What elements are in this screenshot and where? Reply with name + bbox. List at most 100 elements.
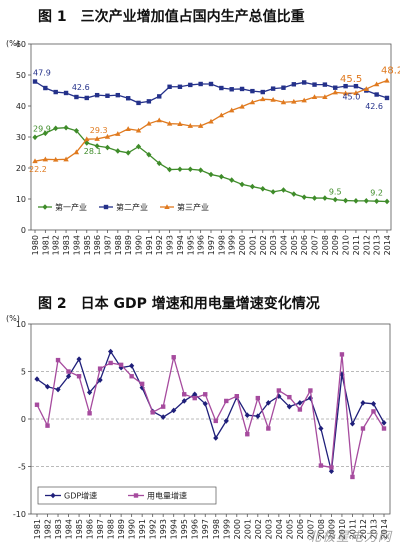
chart1-data-label: 9.5 [329, 188, 342, 197]
chart2-ytick-label: 5 [21, 368, 26, 377]
chart2-point-s1-16 [203, 392, 208, 397]
chart2-point-s1-18 [224, 398, 229, 404]
chart2-ytick-label: -5 [18, 463, 26, 472]
chart2-xtick-label: 1987 [96, 519, 105, 539]
chart1-point-s2-20 [239, 103, 245, 109]
chart2-point-s1-8 [118, 362, 124, 368]
chart1-point-s0-7 [104, 144, 111, 151]
chart2-point-s0-3 [65, 373, 72, 380]
chart2-point-s1-23 [276, 388, 282, 393]
chart1-point-s1-19 [229, 87, 234, 92]
chart1-point-s2-10 [135, 127, 142, 133]
chart2-point-s0-15 [192, 391, 198, 398]
chart1-xtick-label: 1987 [103, 235, 112, 255]
chart1-point-s1-0 [32, 79, 38, 84]
chart2-point-s1-26 [308, 388, 313, 393]
chart1-ylabel: (%) [6, 39, 20, 48]
chart2-xtick-label: 2010 [338, 519, 347, 539]
chart1-xtick-label: 1986 [93, 235, 102, 255]
chart1-point-s1-12 [157, 94, 162, 99]
chart1-xtick-label: 2014 [383, 235, 392, 255]
chart2-xtick-label: 1990 [128, 519, 137, 539]
chart1-point-s2-14 [177, 121, 183, 126]
chart2-point-s1-25 [297, 407, 303, 412]
chart1-data-label: 29.3 [90, 126, 108, 135]
chart2-series-line-0 [36, 350, 385, 472]
chart2-point-s0-17 [213, 435, 219, 441]
chart1-data-label: 47.9 [33, 69, 51, 78]
chart1-point-s1-5 [84, 95, 89, 101]
chart1-point-s2-5 [84, 136, 90, 142]
chart1-data-label: 42.6 [365, 102, 383, 111]
chart1-point-s2-25 [291, 98, 297, 104]
chart2-xtick-label: 1989 [117, 519, 126, 539]
chart2-xtick-label: 2005 [285, 519, 294, 539]
chart1-xtick-label: 2002 [259, 235, 268, 255]
chart2-point-s0-8 [118, 364, 124, 371]
chart1-xtick-label: 2012 [362, 235, 371, 255]
chart1-ytick-label: 60 [16, 40, 26, 49]
chart1-point-s2-3 [63, 156, 69, 162]
chart1-xtick-label: 1983 [62, 235, 71, 255]
chart1-point-s0-17 [208, 171, 214, 178]
chart2-ytick-label: 10 [16, 320, 26, 329]
chart1-point-s0-24 [280, 187, 287, 193]
chart1-point-s1-3 [63, 90, 69, 96]
chart1-point-s2-26 [301, 97, 307, 103]
chart1-point-s2-33 [373, 81, 380, 87]
chart1-point-s2-18 [218, 112, 225, 118]
chart1-point-s2-11 [146, 120, 152, 126]
chart1-legend-label-0: 第一产业 [55, 202, 87, 212]
chart2-point-s1-2 [55, 357, 61, 363]
chart1-point-s1-25 [291, 82, 297, 87]
chart1-data-label: 42.6 [72, 83, 90, 92]
chart1-point-s1-27 [312, 82, 317, 87]
chart2-point-s0-14 [181, 398, 187, 404]
chart1-point-s0-28 [322, 195, 328, 201]
chart1-xtick-label: 1992 [155, 235, 164, 255]
watermark-logo: 北极星电力网 [307, 530, 392, 545]
chart2-xtick-label: 2009 [327, 519, 336, 539]
chart2-point-s1-32 [371, 409, 376, 414]
chart1-point-s2-0 [32, 158, 38, 164]
chart1-point-s0-30 [342, 197, 349, 204]
chart1-point-s0-2 [53, 125, 59, 132]
chart2-point-s0-32 [370, 401, 377, 407]
chart2-xtick-label: 1992 [149, 519, 158, 539]
chart2-point-s1-30 [350, 474, 355, 480]
chart2-legend-label-0: GDP增速 [64, 491, 97, 501]
chart2-point-s1-6 [97, 366, 103, 371]
chart2-series-line-1 [36, 354, 385, 478]
chart1-point-s1-29 [333, 85, 338, 90]
chart2-point-s1-10 [139, 381, 145, 387]
chart1-point-s2-22 [260, 96, 266, 102]
chart1-point-s0-19 [229, 177, 235, 183]
chart2-point-s0-4 [76, 356, 82, 362]
chart1-point-s2-27 [311, 94, 318, 100]
chart1-point-s2-15 [187, 123, 193, 128]
chart2-point-s0-23 [276, 393, 282, 399]
chart1-point-s2-24 [280, 99, 287, 105]
chart2-point-s0-24 [286, 403, 292, 410]
chart2-point-s0-16 [202, 401, 208, 407]
chart1-data-label: 45.0 [342, 93, 360, 102]
chart2-ylabel: (%) [6, 314, 20, 323]
chart1-point-s2-19 [229, 107, 235, 113]
chart1-xtick-label: 1982 [52, 235, 61, 255]
chart1-point-s1-22 [260, 89, 265, 95]
chart2-point-s0-2 [55, 386, 61, 393]
chart1-point-s2-1 [42, 156, 49, 162]
chart2-xtick-label: 2004 [275, 519, 284, 539]
chart1-xtick-label: 2007 [311, 235, 320, 255]
chart1-point-s1-6 [94, 92, 100, 98]
chart2-point-s1-4 [76, 374, 82, 379]
chart1-point-s1-11 [146, 99, 152, 104]
chart1-point-s1-16 [198, 81, 203, 87]
chart1-xtick-label: 1989 [124, 235, 133, 255]
chart2-xtick-label: 1999 [222, 519, 231, 539]
chart2-point-s0-21 [255, 413, 261, 419]
chart2-point-s0-18 [223, 418, 229, 424]
chart2-point-s1-19 [234, 394, 239, 399]
chart1-point-s1-23 [270, 86, 276, 91]
chart1-point-s2-12 [156, 117, 162, 123]
